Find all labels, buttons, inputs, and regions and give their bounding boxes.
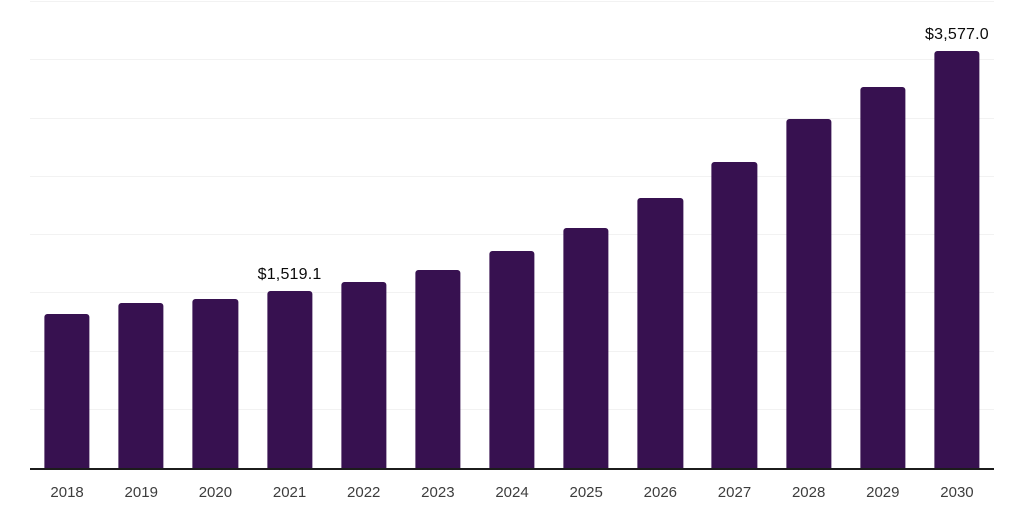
bar-column-2030: $3,577.0	[920, 2, 994, 468]
bar-column-2024	[475, 2, 549, 468]
bar-column-2029	[846, 2, 920, 468]
bar-column-2026	[623, 2, 697, 468]
gridline	[30, 175, 994, 177]
x-tick-label-2027: 2027	[717, 484, 752, 501]
bar-column-2019	[104, 2, 178, 468]
bar-column-2023	[401, 2, 475, 468]
x-tick-label-2022: 2022	[347, 484, 381, 501]
bars-container: $1,519.1 $3,577.0	[30, 2, 994, 468]
bar-2018	[44, 313, 90, 468]
x-tick-label-2026: 2026	[643, 484, 678, 501]
bar-column-2027	[697, 2, 771, 468]
bar-2027	[711, 162, 758, 468]
x-tick-label-2024: 2024	[495, 484, 529, 501]
x-tick-label-2021: 2021	[272, 484, 307, 501]
x-tick-label-2030: 2030	[940, 484, 974, 501]
x-tick-label-2029: 2029	[866, 484, 900, 501]
x-tick-label-2028: 2028	[791, 484, 826, 501]
bar-column-2018	[30, 2, 104, 468]
bar-column-2021: $1,519.1	[252, 2, 326, 468]
x-tick-label-2025: 2025	[569, 484, 603, 501]
gridline	[30, 117, 994, 119]
bar-2026	[637, 198, 683, 468]
x-axis-tick-labels: 2018 2019 2020 2021 2022 2023 2024 2025 2026 2027…	[30, 483, 994, 502]
bar-2023	[415, 269, 461, 468]
bar-2029	[860, 86, 906, 468]
x-axis-line	[30, 468, 994, 470]
x-tick-label-2019: 2019	[124, 484, 158, 501]
bar-2021	[266, 291, 313, 468]
bar-column-2022	[327, 2, 401, 468]
value-label-2021: $1,519.1	[257, 266, 322, 284]
bar-2022	[341, 281, 387, 468]
bar-2020	[192, 299, 239, 468]
plot-area: $1,519.1 $3,577.0	[30, 1, 994, 468]
bar-2024	[489, 250, 535, 468]
value-label-2030: $3,577.0	[925, 26, 989, 44]
x-tick-label-2020: 2020	[198, 484, 233, 501]
gridline	[30, 234, 994, 235]
bar-2028	[786, 119, 832, 468]
bar-2025	[563, 227, 609, 468]
bar-column-2025	[549, 2, 623, 468]
bar-column-2020	[178, 2, 252, 468]
bar-2030	[934, 51, 980, 468]
bar-2019	[118, 302, 164, 468]
gridline	[30, 59, 994, 61]
x-tick-label-2018: 2018	[50, 484, 84, 501]
bar-column-2028	[772, 2, 846, 468]
gridline	[30, 1, 994, 2]
x-tick-label-2023: 2023	[421, 484, 455, 501]
